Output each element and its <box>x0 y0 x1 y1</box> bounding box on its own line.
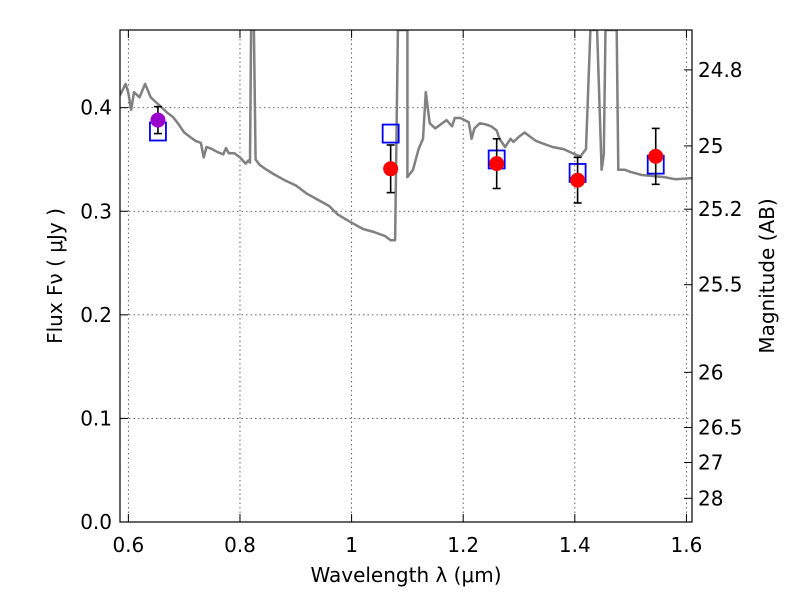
x-tick-label: 1.4 <box>559 533 591 557</box>
y2-tick-label: 26 <box>698 360 723 384</box>
plot-content <box>120 30 692 242</box>
model-photometry-square <box>381 123 400 144</box>
observed-flux-point <box>150 112 166 128</box>
observed-flux-point <box>383 161 399 177</box>
x-tick-label: 1 <box>345 533 358 557</box>
x-tick-label: 0.6 <box>112 533 144 557</box>
tick-layer: 0.6 0.8 1 1.2 1.4 1.6 0.0 0.1 0.2 0.3 0.4 24.8 25 25.… <box>80 30 743 557</box>
y2-tick-label: 27 <box>698 450 723 474</box>
observed-flux-point <box>648 148 664 164</box>
observed-flux-point <box>489 156 505 172</box>
y2-tick-label: 25 <box>698 134 723 158</box>
x-tick-label: 1.6 <box>671 533 703 557</box>
y2-tick-label: 24.8 <box>698 58 743 82</box>
y-tick-label: 0.0 <box>80 510 112 534</box>
grid-layer <box>120 30 692 523</box>
y-tick-label: 0.2 <box>80 303 112 327</box>
model-spectrum-line <box>120 30 692 242</box>
y2-tick-label: 25.2 <box>698 197 743 221</box>
x-axis-label: Wavelength λ (μm) <box>310 563 501 587</box>
y-tick-label: 0.4 <box>80 96 112 120</box>
x-tick-label: 1.2 <box>447 533 479 557</box>
x-tick-label: 0.8 <box>224 533 256 557</box>
y-tick-label: 0.1 <box>80 406 112 430</box>
y-tick-label: 0.3 <box>80 199 112 223</box>
y2-axis-label: Magnitude (AB) <box>755 198 779 353</box>
y2-tick-label: 28 <box>698 486 723 510</box>
y-axis-label: Flux Fν ( μJy ) <box>43 208 67 344</box>
y2-tick-label: 26.5 <box>698 416 743 440</box>
observed-flux-point <box>570 172 586 188</box>
plot-frame <box>119 29 693 523</box>
y2-tick-label: 25.5 <box>698 273 743 297</box>
plot-layer <box>120 30 692 242</box>
